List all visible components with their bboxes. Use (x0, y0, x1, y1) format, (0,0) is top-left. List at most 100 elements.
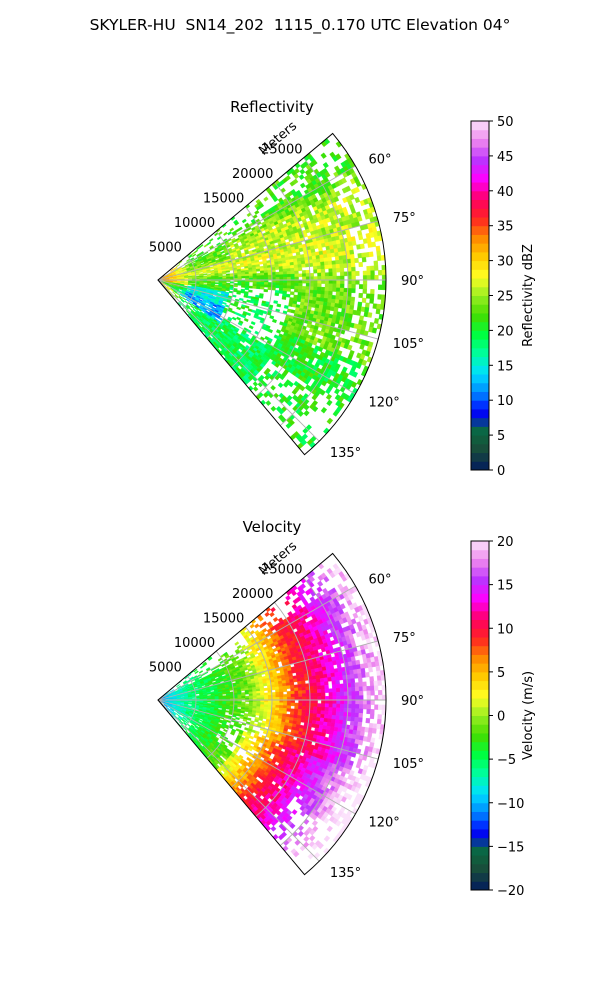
field-cell (282, 381, 289, 388)
field-cell (320, 294, 325, 299)
field-cell (273, 300, 278, 304)
radial-tick-label: 25000 (261, 143, 302, 158)
field-cell (355, 279, 360, 285)
colorbar-segment (471, 164, 489, 174)
field-cell (267, 694, 273, 698)
field-cell (263, 289, 268, 293)
field-cell (319, 389, 326, 396)
field-cell (301, 270, 307, 274)
field-cell (254, 719, 259, 723)
field-cell (338, 255, 344, 261)
field-cell (270, 405, 277, 412)
field-cell (221, 692, 227, 695)
colorbar-segment (471, 339, 489, 349)
colorbar-segment (471, 190, 489, 201)
field-cell (252, 273, 257, 277)
field-cell (258, 261, 264, 265)
field-cell (319, 257, 325, 263)
field-cell (183, 283, 189, 286)
field-cell (206, 692, 212, 695)
field-cell (275, 329, 282, 334)
field-cell (225, 707, 230, 710)
field-cell (297, 264, 303, 268)
field-cell (208, 238, 214, 243)
field-cell (237, 321, 243, 326)
field-cell (184, 280, 189, 282)
field-cell (339, 259, 344, 265)
field-cell (286, 285, 292, 289)
field-cell (264, 702, 269, 706)
field-cell (286, 271, 292, 275)
field-cell (283, 282, 288, 286)
field-cell (362, 279, 368, 285)
field-cell (376, 250, 382, 257)
field-cell (274, 362, 280, 368)
field-cell (227, 231, 232, 236)
field-cell (252, 695, 257, 699)
colorbar-segment (471, 208, 489, 218)
field-cell (361, 257, 367, 263)
field-cell (294, 288, 299, 293)
field-cell (279, 285, 284, 289)
field-cell (339, 267, 345, 273)
field-cell (320, 265, 326, 270)
field-cell (355, 362, 362, 370)
field-cell (243, 294, 249, 299)
field-cell (237, 276, 242, 279)
field-cell (279, 282, 284, 286)
field-cell (256, 275, 261, 279)
colorbar-segment (471, 321, 489, 331)
field-cell (166, 287, 170, 291)
field-cell (370, 265, 375, 271)
radial-tick-label: 10000 (174, 216, 215, 231)
reflectivity-panel: Reflectivity500010000150002000025000Mete… (149, 98, 536, 479)
field-cell (302, 273, 307, 278)
field-cell (313, 279, 318, 284)
field-cell (262, 683, 268, 687)
field-cell (305, 276, 311, 281)
field-cell (234, 641, 240, 646)
field-cell (193, 249, 199, 254)
field-cell (317, 286, 322, 291)
colorbar-tick-label: 20 (497, 324, 514, 339)
field-cell (293, 264, 299, 269)
field-cell (374, 274, 379, 281)
field-cell (320, 268, 326, 274)
field-cell (340, 279, 345, 285)
field-cell (298, 174, 305, 181)
colorbar-segment (471, 400, 489, 410)
field-cell (177, 302, 182, 306)
field-cell (294, 273, 299, 278)
field-cell (331, 264, 337, 269)
field-cell (358, 234, 364, 241)
azimuth-line (157, 279, 356, 395)
field-cell (237, 226, 243, 231)
field-cell (248, 325, 254, 330)
field-cell (263, 284, 269, 288)
field-cell (317, 283, 322, 288)
field-cell (170, 293, 175, 298)
field-cell (280, 187, 286, 194)
polar-grid (157, 157, 386, 442)
field-cell (324, 276, 330, 281)
field-cell (359, 343, 365, 350)
field-cell (263, 692, 269, 696)
colorbar-segment (471, 269, 489, 279)
field-cell (278, 290, 284, 294)
field-cell (247, 295, 252, 299)
field-cell (336, 267, 341, 273)
field-cell (327, 256, 332, 262)
field-cell (371, 241, 377, 248)
radial-tick-label: 5000 (149, 240, 182, 255)
field-cell (279, 274, 284, 278)
field-cell (285, 175, 291, 181)
field-cell (179, 294, 184, 298)
field-cell (278, 268, 284, 273)
field-cell (328, 290, 333, 296)
field-cell (180, 278, 185, 280)
field-cell (260, 272, 265, 276)
field-cell (229, 688, 234, 691)
colorbar-segment (471, 243, 489, 253)
field-cell (331, 298, 336, 304)
field-cell (323, 297, 329, 303)
